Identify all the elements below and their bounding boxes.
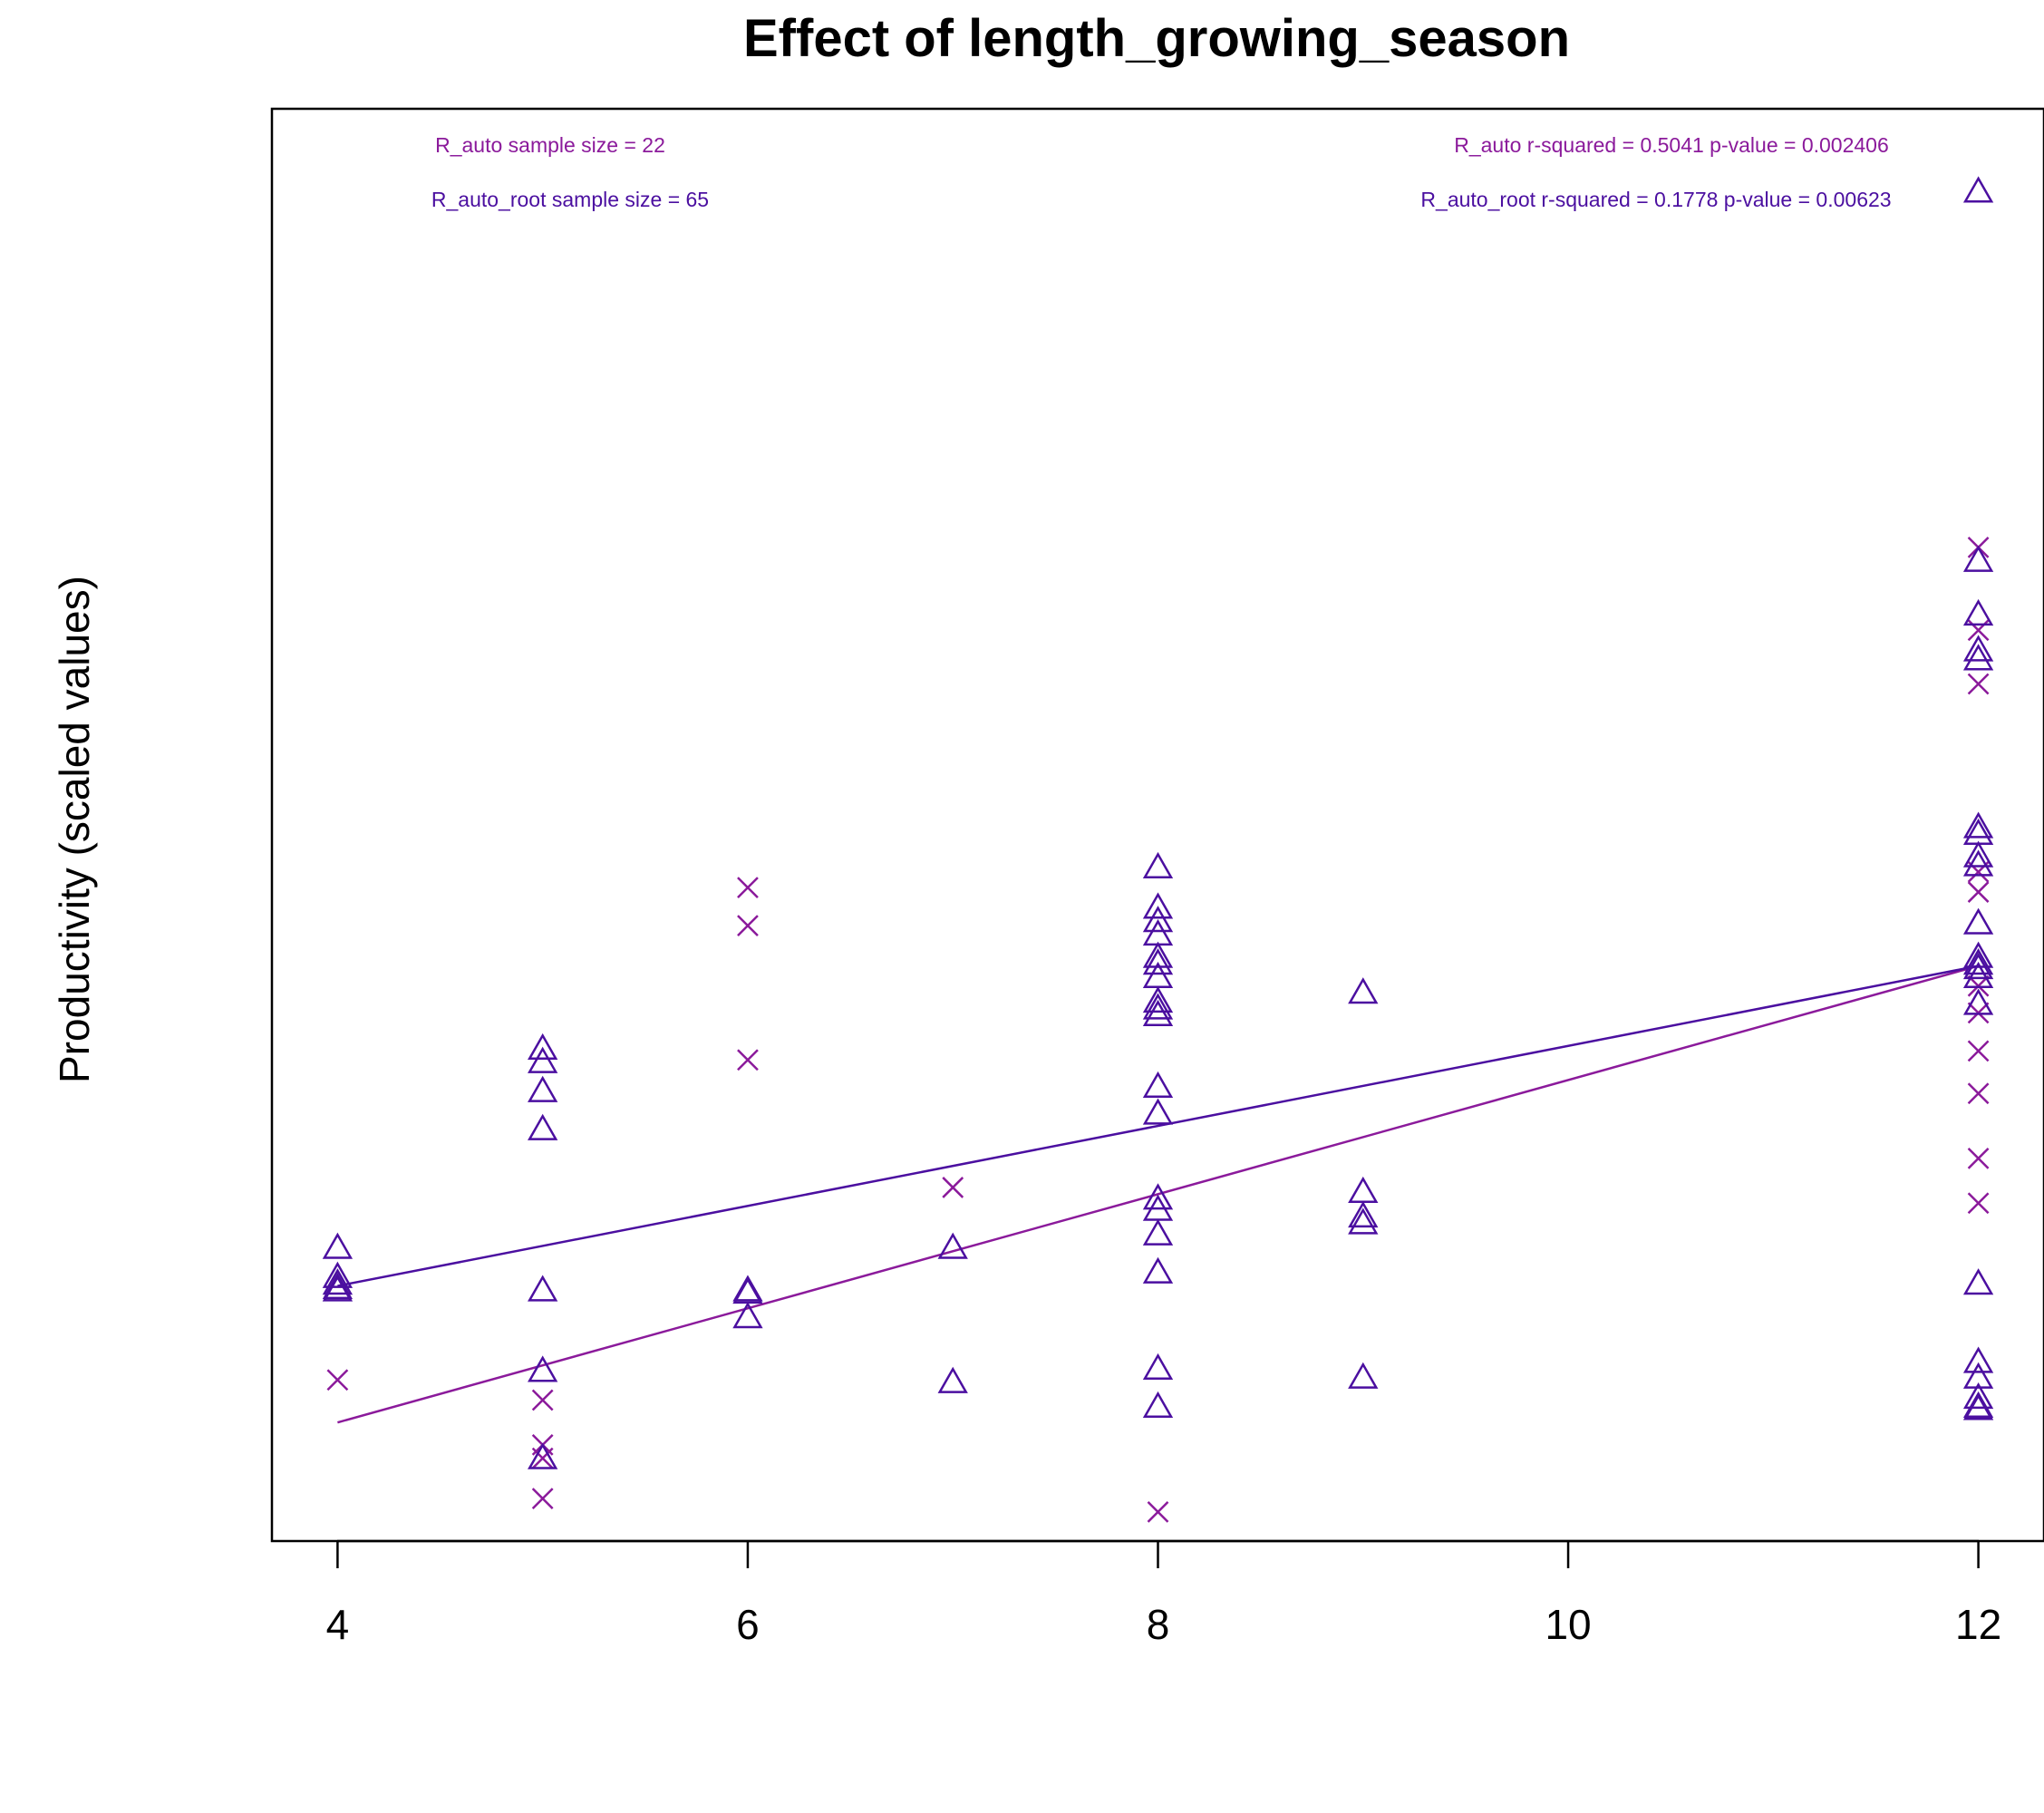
point-r-auto-root [1142, 892, 1174, 919]
point-r-auto [1967, 881, 1990, 903]
point-r-auto-root [1962, 176, 1994, 203]
point-r-auto-root [1962, 988, 1994, 1015]
fit-line-r-auto-root [337, 965, 1979, 1287]
point-r-auto-root [1142, 1352, 1174, 1381]
point-r-auto-root [322, 1268, 354, 1295]
point-r-auto-root [322, 1232, 354, 1259]
point-r-auto-root [1962, 961, 1994, 988]
point-r-auto-root [1962, 598, 1994, 626]
x-tick-label: 10 [1545, 1601, 1591, 1648]
point-r-auto [1967, 1147, 1990, 1169]
r-auto-root-sample-size: R_auto_root sample size = 65 [431, 188, 709, 211]
point-r-auto-root [937, 1232, 968, 1259]
point-r-auto-root [322, 1261, 354, 1288]
point-r-auto-root [1348, 1362, 1379, 1389]
point-r-auto-root [1348, 1176, 1379, 1203]
point-r-auto-root [732, 1276, 763, 1304]
point-r-auto [531, 1447, 554, 1469]
point-r-auto-root [1962, 644, 1994, 671]
point-r-auto-root [1142, 993, 1174, 1020]
x-tick-label: 8 [1147, 1601, 1170, 1648]
point-r-auto-root [1142, 1391, 1174, 1418]
point-r-auto-root [732, 1302, 763, 1329]
point-r-auto-root [1142, 1183, 1174, 1210]
point-r-auto-root [1962, 840, 1994, 868]
point-r-auto-root [1962, 948, 1994, 975]
y-axis-label: Productivity (scaled values) [51, 576, 98, 1083]
point-r-auto-root [1142, 986, 1174, 1013]
point-r-auto-root [528, 1442, 558, 1469]
point-r-auto-root [528, 1275, 558, 1302]
point-r-auto-root [1962, 1346, 1994, 1373]
x-tick-label: 12 [1955, 1601, 2001, 1648]
point-r-auto-root [1962, 849, 1994, 877]
point-r-auto-root [1962, 635, 1994, 662]
point-r-auto [1967, 1040, 1990, 1062]
point-r-auto-root [1142, 941, 1174, 968]
point-r-auto-root [1142, 851, 1174, 879]
point-r-auto-root [1962, 1382, 1994, 1410]
fit-line-r-auto [337, 965, 1979, 1424]
point-r-auto-root [528, 1355, 558, 1382]
point-r-auto-root [1962, 1268, 1994, 1295]
point-r-auto [531, 1488, 554, 1509]
point-r-auto-root [1348, 1207, 1379, 1235]
point-r-auto-root [1142, 1218, 1174, 1246]
point-r-auto [531, 1389, 554, 1411]
point-r-auto [737, 1049, 759, 1071]
r-auto-sample-size: R_auto sample size = 22 [435, 133, 665, 157]
point-r-auto-root [1962, 907, 1994, 935]
point-r-auto-root [1142, 948, 1174, 975]
point-r-auto-root [1348, 977, 1379, 1004]
data-points [322, 176, 1994, 1523]
point-r-auto [1967, 1192, 1990, 1215]
r-auto-root-regression-stats: R_auto_root r-squared = 0.1778 p-value =… [1420, 188, 1891, 211]
fit-lines [337, 965, 1979, 1424]
point-r-auto-root [732, 1275, 763, 1302]
point-r-auto-root [1962, 941, 1994, 968]
chart-title: Effect of length_growing_season [743, 9, 1570, 68]
point-r-auto-root [528, 1046, 558, 1073]
point-r-auto [737, 877, 759, 899]
point-r-auto-root [528, 1113, 558, 1140]
point-r-auto-root [528, 1033, 558, 1060]
r-auto-regression-stats: R_auto r-squared = 0.5041 p-value = 0.00… [1454, 133, 1889, 157]
point-r-auto-root [1348, 1201, 1379, 1228]
x-tick-label: 6 [736, 1601, 760, 1648]
point-r-auto [1967, 673, 1990, 695]
point-r-auto-root [1962, 545, 1994, 572]
point-r-auto [737, 915, 759, 936]
point-r-auto-root [1962, 1362, 1994, 1389]
point-r-auto [1147, 1501, 1169, 1523]
point-r-auto-root [528, 1075, 558, 1102]
point-r-auto-root [322, 1275, 354, 1302]
point-r-auto-root [1142, 1256, 1174, 1284]
point-r-auto-root [1962, 811, 1994, 839]
x-axis-ticks: 4 6 8 10 12 [326, 1541, 2001, 1648]
x-tick-label: 4 [326, 1601, 350, 1648]
point-r-auto [1967, 1082, 1990, 1105]
point-r-auto-root [1142, 1098, 1174, 1125]
point-r-auto-root [1962, 1393, 1994, 1420]
point-r-auto [326, 1369, 349, 1391]
point-r-auto-root [1142, 999, 1174, 1026]
point-r-auto-root [1142, 1071, 1174, 1098]
point-r-auto-root [1962, 952, 1994, 980]
point-r-auto [942, 1177, 964, 1198]
point-r-auto-root [1142, 906, 1174, 933]
plot-frame [270, 107, 2044, 1543]
point-r-auto-root [937, 1366, 968, 1393]
